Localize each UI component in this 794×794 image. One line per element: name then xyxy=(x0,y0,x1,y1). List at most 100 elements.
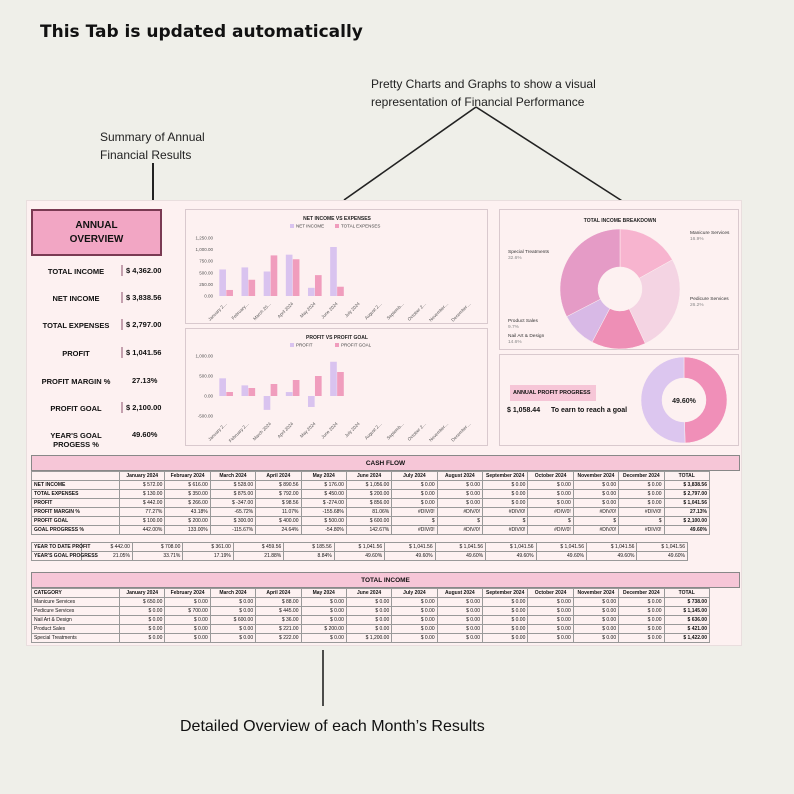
bar[interactable] xyxy=(226,392,233,396)
cell[interactable]: $ 0.00 xyxy=(391,624,438,634)
cell[interactable]: $ 0.00 xyxy=(481,489,529,499)
cell[interactable]: $ 0.00 xyxy=(436,615,484,625)
cell[interactable]: $ 0.00 xyxy=(345,615,393,625)
bar[interactable] xyxy=(330,247,337,296)
cell[interactable]: 43.18% xyxy=(164,507,211,517)
cell[interactable]: $ 98.56 xyxy=(255,498,302,508)
cell[interactable]: $ 0.00 xyxy=(618,489,665,499)
cell[interactable]: $ 708.00 xyxy=(131,542,184,552)
cell[interactable]: $ -274.00 xyxy=(300,498,347,508)
cell[interactable]: $ 0.00 xyxy=(527,480,574,490)
cell[interactable]: #DIV/0! xyxy=(618,507,665,517)
cell[interactable]: $ 0.00 xyxy=(391,498,438,508)
cell[interactable]: $ 700.00 xyxy=(164,606,211,616)
cell[interactable]: $ 0.00 xyxy=(572,606,620,616)
cell[interactable]: 17.19% xyxy=(182,551,234,561)
cell[interactable]: $ 0.00 xyxy=(436,489,484,499)
cell[interactable]: $ xyxy=(436,516,484,526)
cell[interactable]: $ 0.00 xyxy=(436,624,484,634)
cell[interactable]: $ 0.00 xyxy=(436,498,484,508)
cell[interactable]: #DIV/0! xyxy=(391,525,438,535)
cell[interactable]: $ 0.00 xyxy=(118,606,166,616)
bar[interactable] xyxy=(241,267,249,296)
bar[interactable] xyxy=(248,388,256,396)
cell[interactable]: $ 0.00 xyxy=(300,615,347,625)
cell[interactable]: #DIV/0! xyxy=(527,525,574,535)
cell[interactable]: $ 0.00 xyxy=(164,615,211,625)
bar[interactable] xyxy=(248,279,256,296)
cell[interactable]: $ 0.00 xyxy=(209,633,257,643)
cell[interactable]: #DIV/0! xyxy=(481,507,529,517)
cell[interactable]: 21.88% xyxy=(232,551,285,561)
cell[interactable]: $ 0.00 xyxy=(391,597,438,607)
cell[interactable]: $ 0.00 xyxy=(618,597,665,607)
cell[interactable]: $ 1,041.56 xyxy=(434,542,487,552)
cell[interactable]: $ 200.00 xyxy=(300,624,347,634)
cell[interactable]: $ 0.00 xyxy=(209,606,257,616)
cell[interactable]: $ 738.00 xyxy=(663,597,710,607)
cell[interactable]: $ 0.00 xyxy=(391,489,438,499)
cell[interactable]: 24.64% xyxy=(255,525,302,535)
cell[interactable]: $ 0.00 xyxy=(618,624,665,634)
cell[interactable]: 49.60% xyxy=(434,551,487,561)
cell[interactable]: $ 0.00 xyxy=(618,615,665,625)
cell[interactable]: #DIV/0! xyxy=(436,525,484,535)
cell[interactable]: $ 792.00 xyxy=(255,489,302,499)
cell[interactable]: $ 0.00 xyxy=(572,633,620,643)
cell[interactable]: $ 0.00 xyxy=(481,606,529,616)
bar[interactable] xyxy=(307,396,315,407)
cell[interactable]: $ 0.00 xyxy=(391,480,438,490)
cell[interactable]: $ 266.00 xyxy=(164,498,211,508)
cell[interactable]: $ 0.00 xyxy=(572,615,620,625)
cell[interactable]: $ 2,100.00 xyxy=(663,516,710,526)
cell[interactable]: $ 459.56 xyxy=(232,542,285,552)
cell[interactable]: $ 0.00 xyxy=(527,633,574,643)
cell[interactable]: $ 130.00 xyxy=(118,489,166,499)
cell[interactable]: $ 0.00 xyxy=(164,633,211,643)
cell[interactable]: $ xyxy=(391,516,438,526)
bar[interactable] xyxy=(292,259,300,296)
cell[interactable]: $ 2,797.00 xyxy=(663,489,710,499)
cell[interactable]: $ 636.00 xyxy=(663,615,710,625)
cell[interactable]: $ 0.00 xyxy=(527,606,574,616)
cell[interactable]: $ 0.00 xyxy=(436,597,484,607)
cell[interactable]: $ 1,041.56 xyxy=(585,542,638,552)
cell[interactable]: $ 0.00 xyxy=(300,606,347,616)
bar[interactable] xyxy=(270,384,278,396)
bar[interactable] xyxy=(263,271,271,296)
bar[interactable] xyxy=(314,275,322,296)
bar[interactable] xyxy=(285,392,293,396)
cell[interactable]: $ 88.00 xyxy=(255,597,302,607)
cell[interactable]: $ 0.00 xyxy=(391,615,438,625)
cell[interactable]: $ 1,041.56 xyxy=(663,498,710,508)
cell[interactable]: $ 1,056.00 xyxy=(345,480,393,490)
cell[interactable]: $ 36.00 xyxy=(255,615,302,625)
cell[interactable]: 33.71% xyxy=(131,551,184,561)
bar[interactable] xyxy=(285,254,293,296)
cell[interactable]: $ 890.56 xyxy=(255,480,302,490)
cell[interactable]: $ 361.00 xyxy=(182,542,234,552)
cell[interactable]: 27.13% xyxy=(663,507,710,517)
cell[interactable]: $ 1,041.56 xyxy=(384,542,436,552)
cell[interactable]: $ 0.00 xyxy=(300,597,347,607)
cell[interactable]: -115.67% xyxy=(209,525,257,535)
cell[interactable]: 81.06% xyxy=(345,507,393,517)
cell[interactable]: $ 200.00 xyxy=(164,516,211,526)
bar[interactable] xyxy=(270,255,278,296)
cell[interactable]: 49.60% xyxy=(663,525,710,535)
cell[interactable]: $ xyxy=(618,516,665,526)
bar[interactable] xyxy=(307,287,315,296)
cell[interactable]: $ 0.00 xyxy=(345,597,393,607)
cell[interactable]: $ 528.00 xyxy=(209,480,257,490)
cell[interactable]: 77.27% xyxy=(118,507,166,517)
bar[interactable] xyxy=(330,361,337,396)
cell[interactable]: $ 0.00 xyxy=(618,480,665,490)
cell[interactable]: $ 0.00 xyxy=(527,615,574,625)
cell[interactable]: $ 0.00 xyxy=(572,489,620,499)
cell[interactable]: 442.00% xyxy=(118,525,166,535)
cell[interactable]: 49.60% xyxy=(384,551,436,561)
cell[interactable]: $ 0.00 xyxy=(527,597,574,607)
cell[interactable]: $ 0.00 xyxy=(527,624,574,634)
bar[interactable] xyxy=(292,380,300,396)
cell[interactable]: 49.60% xyxy=(535,551,587,561)
